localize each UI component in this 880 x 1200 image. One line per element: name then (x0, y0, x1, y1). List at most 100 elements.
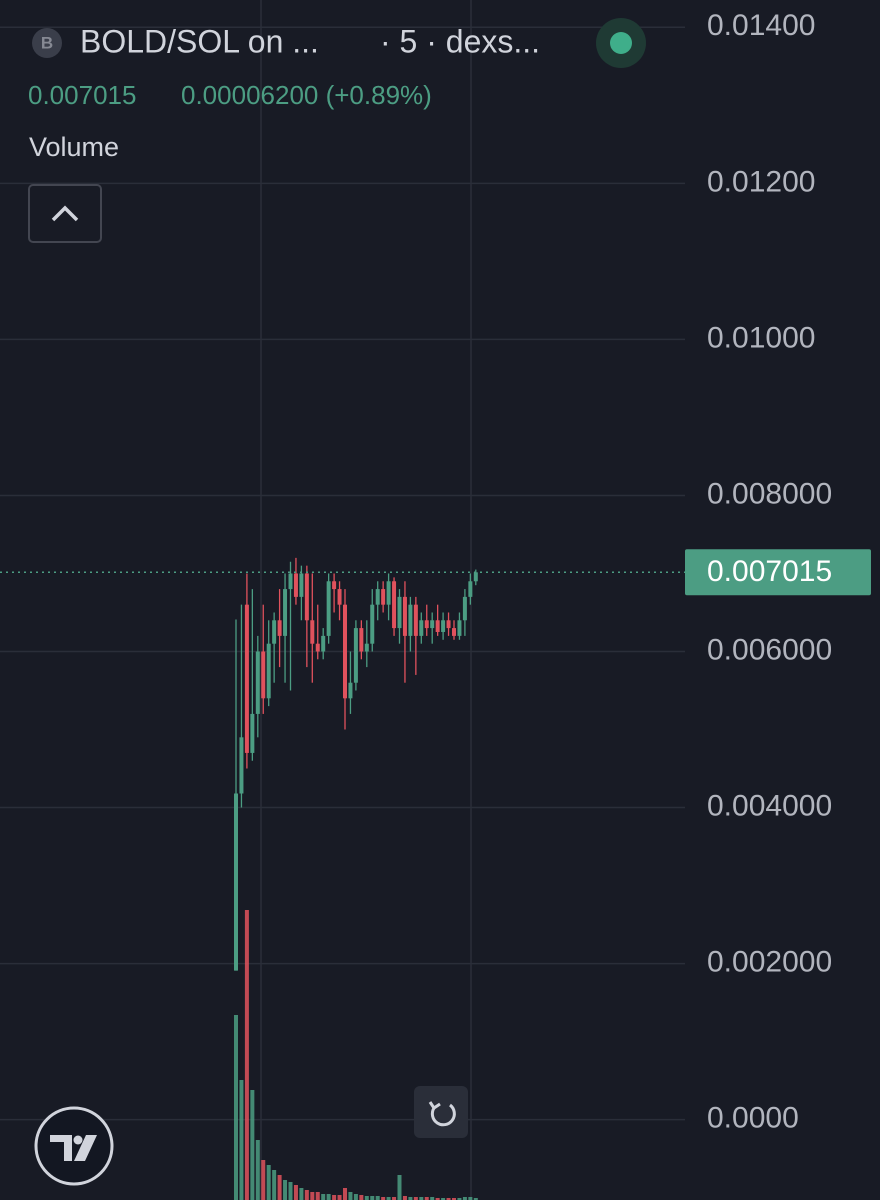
volume-bar (457, 1198, 462, 1200)
reset-icon-arrow (428, 1101, 441, 1111)
candle-body (397, 596, 402, 629)
candle-body (381, 589, 386, 605)
volume-legend: Volume (29, 132, 119, 162)
candle-body (250, 713, 255, 753)
y-axis: 0.01400 0.01200 0.01000 0.008000 0.006000 0.0… (707, 9, 832, 1134)
header-price: 0.007015 (28, 80, 136, 110)
volume-bar (441, 1198, 446, 1200)
candle-body (359, 628, 364, 652)
last-price-box (685, 549, 871, 596)
volume-bar (266, 1165, 271, 1200)
candle-body (283, 589, 288, 636)
candle-body (343, 604, 347, 699)
candle-body (299, 573, 304, 597)
chart-subtitle: · 5 · dexs... (380, 23, 540, 59)
chevron-icon (51, 205, 79, 222)
reset-button[interactable] (414, 1086, 468, 1138)
volume-bar (430, 1197, 435, 1200)
last-price-label: 0.007015 (707, 555, 832, 588)
volume-bar (473, 1198, 478, 1200)
logo-dot (73, 1135, 83, 1145)
candle-body (315, 643, 320, 652)
volume-bar (386, 1197, 391, 1200)
candle-body (413, 604, 418, 636)
volume-bar (283, 1180, 288, 1200)
grid (0, 26, 685, 1121)
candle-body (375, 589, 380, 605)
logo (34, 1106, 114, 1186)
volume-bar (321, 1194, 326, 1200)
volume-bar (375, 1196, 380, 1200)
volume-bar (234, 1015, 238, 1200)
candle-body (261, 651, 266, 699)
candle-body (473, 572, 478, 582)
volume-bar (337, 1195, 342, 1200)
candle-body (468, 581, 473, 597)
candle-body (266, 643, 271, 699)
candle-body (277, 620, 282, 636)
candle-body (457, 620, 462, 636)
candle-body (430, 620, 435, 629)
candle-body (424, 620, 429, 629)
volume-bar (250, 1090, 255, 1200)
y-tick-label: 0.004000 (707, 789, 832, 822)
candle-body (288, 573, 293, 590)
candle-body (234, 793, 238, 971)
volume-bar (413, 1197, 418, 1200)
status-dot (610, 32, 632, 54)
volume-bar (326, 1194, 331, 1200)
volume-bar (277, 1175, 282, 1200)
volume-bar (408, 1197, 413, 1200)
volume-bar (364, 1196, 369, 1200)
y-tick-label: 0.006000 (707, 633, 832, 666)
candle-body (244, 604, 249, 753)
y-tick-label: 0.01200 (707, 165, 815, 198)
candle-body (326, 581, 331, 636)
candle-body (348, 682, 353, 699)
volume-bar (293, 1185, 298, 1200)
volume-bar (462, 1197, 467, 1200)
volume-bar (244, 910, 249, 1200)
volume-bar (397, 1175, 402, 1200)
candle-body (239, 737, 244, 794)
volume-bar (343, 1188, 347, 1200)
candle-body (255, 651, 260, 714)
symbol-icon: B (41, 33, 53, 52)
candle-body (370, 604, 375, 644)
volume-bar (446, 1198, 451, 1200)
candle-body (386, 581, 391, 605)
candle-body (304, 573, 309, 621)
volume-bar (424, 1197, 429, 1200)
y-tick-label: 0.002000 (707, 946, 832, 979)
y-tick-label: 0.01400 (707, 9, 815, 42)
candle-body (293, 573, 298, 597)
candle-body (310, 620, 315, 644)
candle-body (392, 581, 397, 629)
volume-bar (272, 1170, 277, 1200)
collapse-button[interactable] (28, 184, 102, 243)
volume-bar (315, 1192, 320, 1200)
candle-body (441, 620, 446, 632)
candle-body (435, 620, 440, 632)
reset-icon (430, 1103, 456, 1127)
candle-body (272, 620, 277, 644)
y-tick-label: 0.008000 (707, 477, 832, 510)
candle-body (452, 628, 456, 636)
candle-body (446, 620, 451, 629)
candle-body (321, 635, 326, 652)
candle-body (408, 604, 413, 636)
candle-body (419, 620, 424, 636)
header-change: 0.00006200 (+0.89%) (181, 80, 432, 110)
volume-bar (402, 1196, 407, 1200)
volume-bar (468, 1197, 473, 1200)
volume-bar (310, 1192, 315, 1200)
candle-body (462, 596, 467, 621)
volume-bar (304, 1190, 309, 1200)
volume-bar (370, 1196, 375, 1200)
candle-body (364, 643, 369, 652)
candle-body (402, 596, 407, 636)
candle-body (353, 628, 358, 683)
volume-bar (239, 1080, 244, 1200)
